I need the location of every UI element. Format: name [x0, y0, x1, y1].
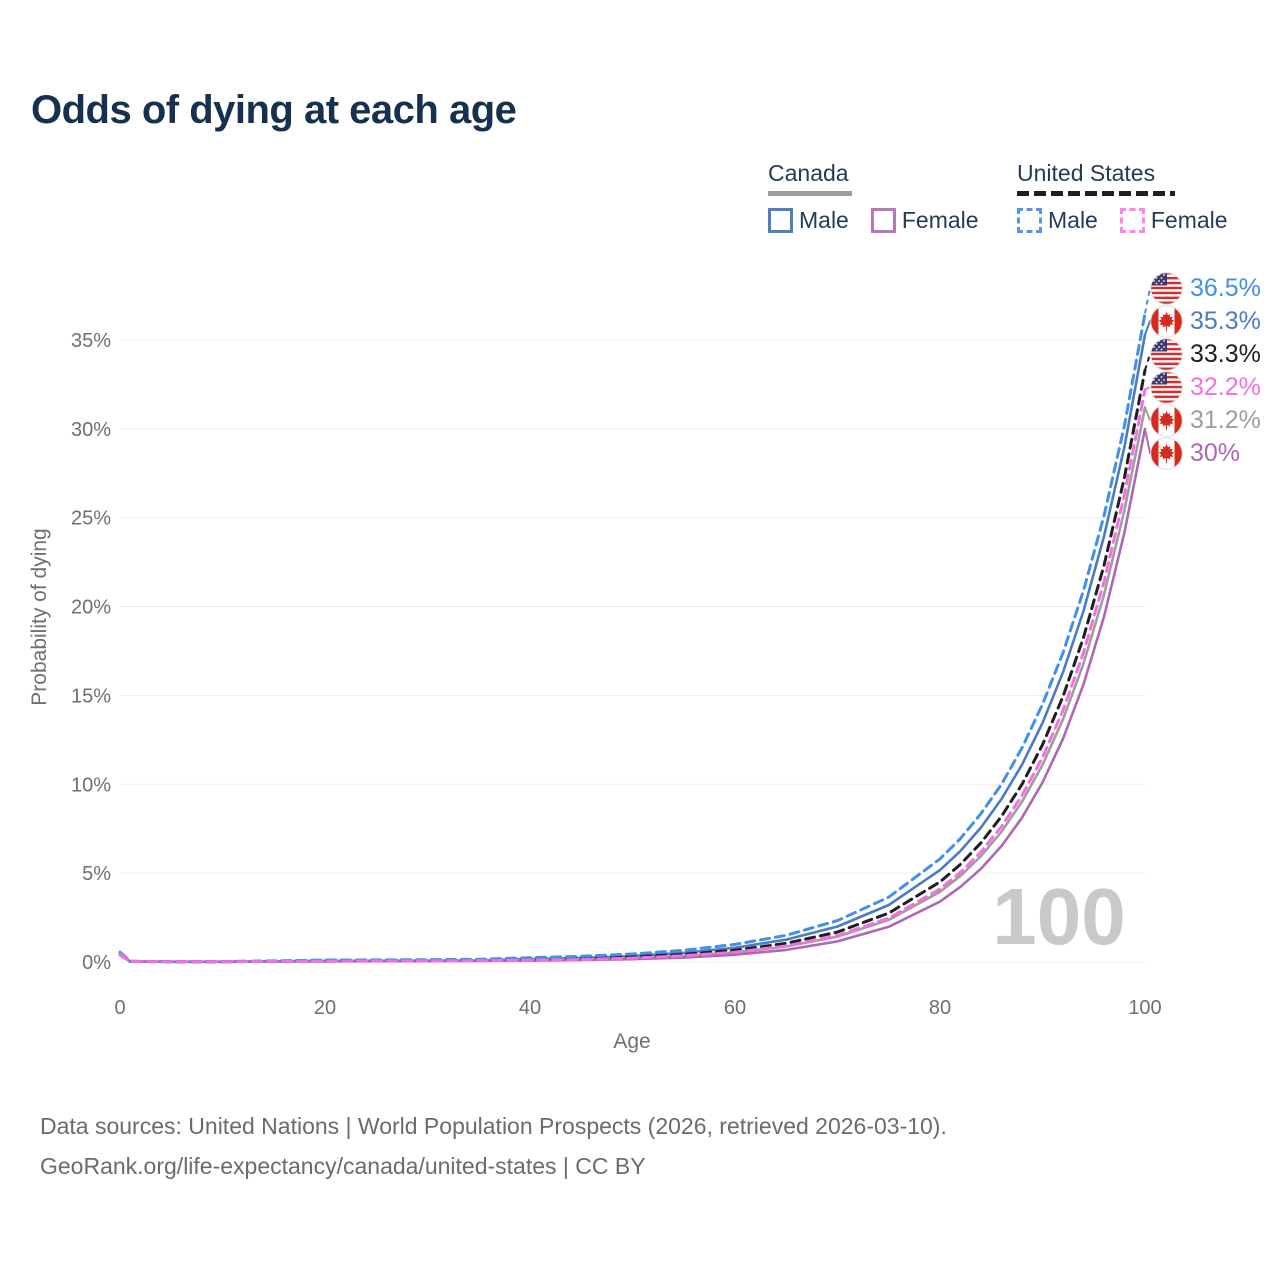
y-tick-label: 15%	[71, 685, 111, 707]
legend-group-title: Canada	[768, 160, 849, 186]
end-label-united-states: 33.3%	[1150, 337, 1261, 371]
age-watermark: 100	[992, 872, 1125, 961]
us-flag-icon	[1150, 370, 1183, 404]
end-label-united-states-female: 32.2%	[1150, 370, 1261, 404]
legend-line-style-sample	[768, 191, 852, 196]
end-value-label: 30%	[1190, 438, 1241, 467]
curve-layer	[118, 311, 1147, 964]
legend-group-united-states: United States Male Female	[1017, 160, 1228, 234]
end-label-united-states-male: 36.5%	[1150, 271, 1261, 305]
end-label-canada-male: 35.3%	[1150, 304, 1261, 338]
x-tick-label: 20	[314, 997, 336, 1019]
y-tick-label: 10%	[71, 774, 111, 796]
footer-attribution-line: GeoRank.org/life-expectancy/canada/unite…	[40, 1153, 646, 1179]
y-tick-label: 20%	[71, 597, 111, 619]
y-tick-label: 30%	[71, 419, 111, 441]
end-value-label: 36.5%	[1190, 273, 1261, 302]
end-value-label: 35.3%	[1190, 306, 1261, 335]
legend-line-style-sample	[1017, 191, 1175, 196]
end-label-canada: 31.2%	[1150, 403, 1261, 437]
canada-flag-icon	[1150, 403, 1183, 437]
legend-swatch-icon	[1119, 208, 1145, 233]
y-axis-title: Probability of dying	[28, 528, 51, 705]
tick-layer: 0% 5% 10% 15% 20% 25% 30% 35% 0 20 40 60 80 100	[71, 330, 1162, 1019]
x-axis-title: Age	[613, 1030, 650, 1053]
legend-item-united-states-male[interactable]: Male	[1017, 207, 1098, 234]
legend-item-label: Male	[1048, 207, 1098, 233]
y-tick-label: 5%	[82, 863, 111, 885]
page-title: Odds of dying at each age	[31, 88, 517, 132]
legend-item-canada-female[interactable]: Female	[870, 207, 979, 234]
series-line-united-states-male[interactable]	[118, 311, 1147, 964]
end-label-canada-female: 30%	[1150, 436, 1240, 470]
legend-swatch-icon	[768, 208, 793, 233]
canada-flag-icon	[1150, 304, 1183, 338]
series-line-united-states-female[interactable]	[118, 388, 1147, 964]
end-value-label: 31.2%	[1190, 405, 1261, 434]
legend-item-label: Male	[799, 207, 849, 233]
canada-flag-icon	[1150, 436, 1183, 470]
series-line-canada[interactable]	[118, 406, 1147, 964]
legend-item-label: Female	[1150, 207, 1228, 233]
end-value-label: 32.2%	[1190, 372, 1261, 401]
legend-swatch-icon	[870, 208, 896, 233]
leader-line	[1144, 386, 1154, 391]
x-tick-label: 100	[1128, 997, 1161, 1019]
y-tick-label: 35%	[71, 330, 111, 352]
x-tick-label: 40	[519, 997, 541, 1019]
x-tick-label: 80	[929, 997, 951, 1019]
end-value-label: 33.3%	[1190, 339, 1261, 368]
legend-group-canada: Canada Male Female	[768, 160, 979, 234]
grid-layer	[120, 339, 1145, 963]
legend-item-united-states-female[interactable]: Female	[1119, 207, 1228, 234]
footer: Data sources: United Nations | World Pop…	[40, 1106, 947, 1186]
x-tick-label: 60	[724, 997, 746, 1019]
us-flag-icon	[1150, 271, 1183, 305]
y-tick-label: 25%	[71, 508, 111, 530]
legend-item-canada-male[interactable]: Male	[768, 207, 849, 234]
legend-group-title: United States	[1017, 160, 1156, 186]
y-tick-label: 0%	[82, 952, 111, 974]
footer-sources-line: Data sources: United Nations | World Pop…	[40, 1113, 947, 1139]
legend-item-label: Female	[901, 207, 979, 233]
us-flag-icon	[1150, 337, 1183, 371]
legend-swatch-icon	[1017, 208, 1042, 233]
x-tick-label: 0	[114, 997, 125, 1019]
